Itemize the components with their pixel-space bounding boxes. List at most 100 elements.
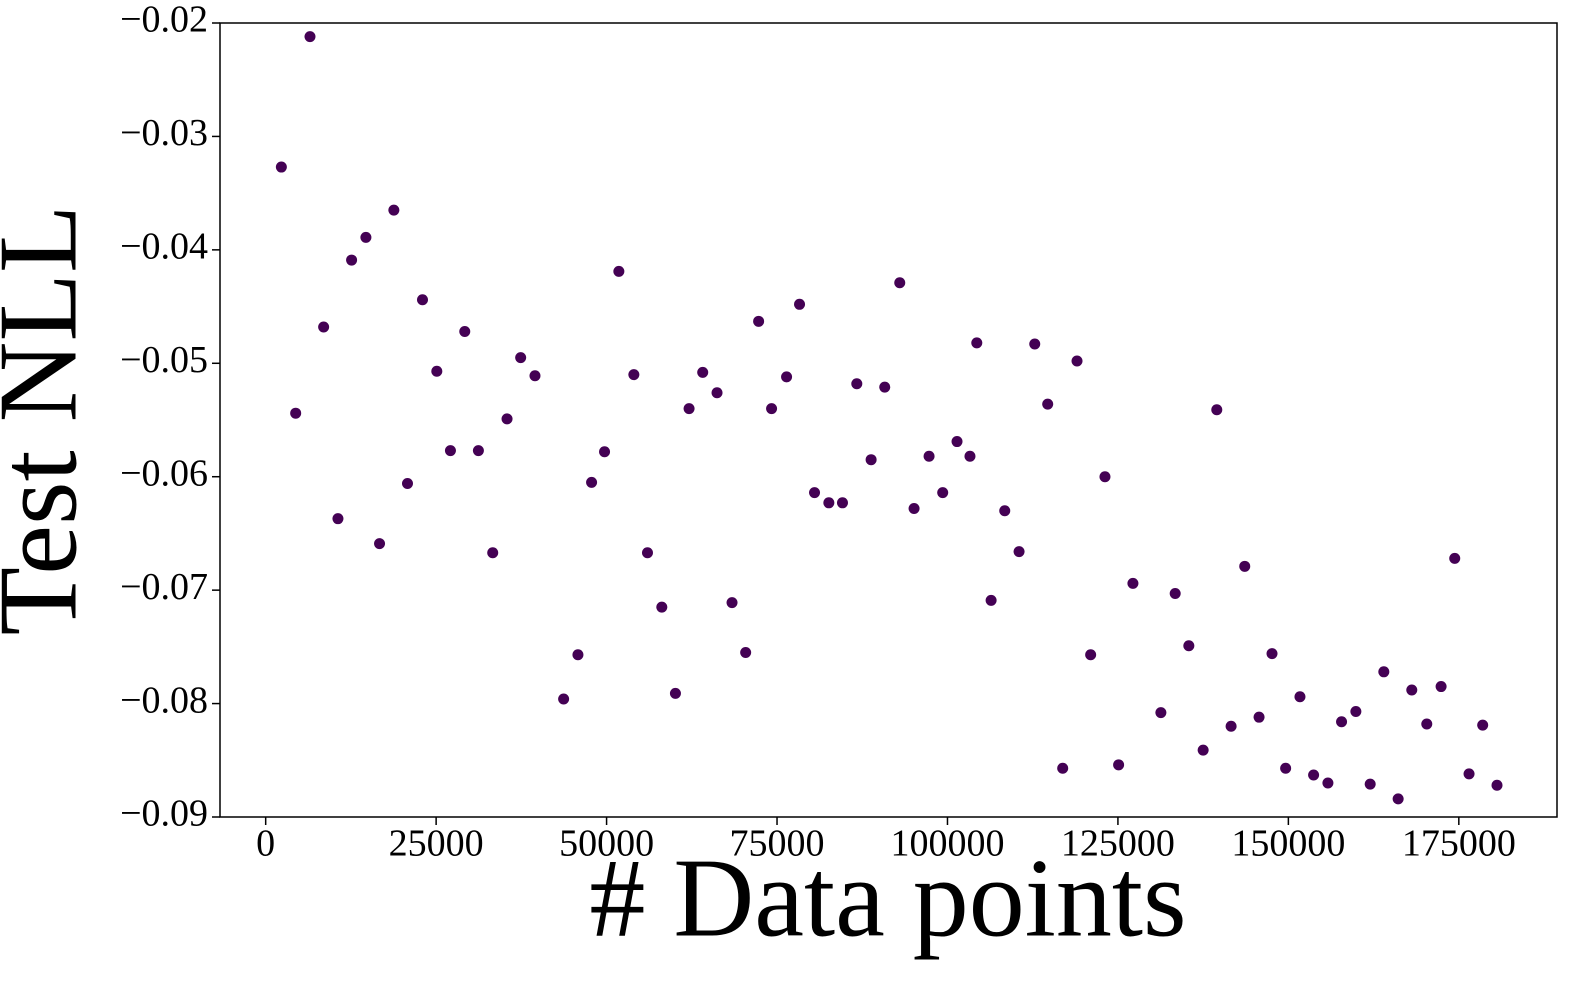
point bbox=[401, 478, 413, 490]
point bbox=[1322, 777, 1334, 789]
y-tick-label: −0.07 bbox=[120, 566, 208, 608]
point bbox=[1239, 560, 1251, 572]
x-tick-label: 150000 bbox=[1231, 823, 1345, 865]
point bbox=[999, 505, 1011, 517]
x-tick-label: 25000 bbox=[389, 823, 484, 865]
point bbox=[711, 387, 723, 399]
point bbox=[1197, 744, 1209, 756]
point bbox=[697, 366, 709, 378]
point bbox=[1127, 577, 1139, 589]
point bbox=[628, 369, 640, 381]
x-tick-label: 175000 bbox=[1402, 823, 1516, 865]
point bbox=[851, 378, 863, 390]
point bbox=[416, 294, 428, 306]
point bbox=[1336, 716, 1348, 728]
point bbox=[444, 445, 456, 457]
point bbox=[1294, 691, 1306, 703]
x-tick-label: 75000 bbox=[730, 823, 825, 865]
point bbox=[1071, 355, 1083, 367]
point bbox=[908, 502, 920, 514]
point bbox=[894, 277, 906, 289]
y-tick-label: −0.02 bbox=[120, 0, 208, 41]
point bbox=[726, 597, 738, 609]
point bbox=[836, 497, 848, 509]
point bbox=[1308, 769, 1320, 781]
point bbox=[1406, 684, 1418, 696]
point bbox=[985, 594, 997, 606]
point bbox=[1057, 762, 1069, 774]
point bbox=[515, 352, 527, 364]
point bbox=[669, 687, 681, 699]
x-tick-label: 50000 bbox=[559, 823, 654, 865]
point bbox=[823, 497, 835, 509]
point bbox=[809, 487, 821, 499]
point bbox=[1253, 711, 1265, 723]
x-tick-label: 0 bbox=[256, 823, 275, 865]
x-tick-label: 125000 bbox=[1061, 823, 1175, 865]
point bbox=[572, 649, 584, 661]
plot-frame bbox=[219, 22, 1558, 818]
point bbox=[1085, 649, 1097, 661]
point bbox=[459, 326, 471, 338]
point bbox=[1266, 648, 1278, 660]
point bbox=[275, 161, 287, 173]
point bbox=[1350, 706, 1362, 718]
point bbox=[1183, 640, 1195, 652]
point bbox=[641, 547, 653, 559]
point bbox=[753, 315, 765, 327]
y-tick-label: −0.09 bbox=[120, 793, 208, 835]
x-axis-label: # Data points bbox=[589, 837, 1186, 961]
point bbox=[332, 513, 344, 525]
point bbox=[740, 647, 752, 659]
point bbox=[964, 450, 976, 462]
y-tick-label: −0.03 bbox=[120, 112, 208, 154]
point bbox=[781, 371, 793, 383]
point bbox=[683, 403, 695, 415]
point bbox=[1463, 768, 1475, 780]
point bbox=[431, 365, 443, 377]
point bbox=[1169, 588, 1181, 600]
point bbox=[1211, 404, 1223, 416]
y-tick-label: −0.04 bbox=[120, 226, 208, 268]
point bbox=[318, 321, 330, 333]
y-axis-label: Test NLL bbox=[0, 205, 101, 636]
point bbox=[558, 693, 570, 705]
point bbox=[937, 487, 949, 499]
point bbox=[1435, 681, 1447, 693]
point bbox=[1280, 762, 1292, 774]
y-tick-label: −0.05 bbox=[120, 339, 208, 381]
point bbox=[586, 476, 598, 488]
point bbox=[1392, 793, 1404, 805]
point bbox=[1029, 338, 1041, 350]
point bbox=[794, 298, 806, 310]
point bbox=[1378, 666, 1390, 678]
point bbox=[1013, 546, 1025, 558]
point bbox=[766, 403, 778, 415]
point bbox=[1491, 779, 1503, 791]
y-tick-label: −0.08 bbox=[120, 679, 208, 721]
point bbox=[1042, 398, 1054, 410]
point bbox=[1113, 759, 1125, 771]
point bbox=[1364, 778, 1376, 790]
point bbox=[951, 436, 963, 448]
point bbox=[1449, 552, 1461, 564]
point bbox=[613, 265, 625, 277]
point bbox=[656, 601, 668, 613]
point bbox=[865, 454, 877, 466]
point bbox=[1155, 707, 1167, 719]
point bbox=[1099, 471, 1111, 483]
point bbox=[923, 450, 935, 462]
point bbox=[1477, 719, 1489, 731]
y-tick-label: −0.06 bbox=[120, 452, 208, 494]
point bbox=[388, 204, 400, 216]
point bbox=[360, 231, 372, 243]
x-tick-label: 100000 bbox=[890, 823, 1004, 865]
point bbox=[879, 381, 891, 393]
point bbox=[599, 446, 611, 458]
point bbox=[374, 538, 386, 550]
point bbox=[1421, 718, 1433, 730]
point bbox=[1225, 720, 1237, 732]
point bbox=[487, 547, 499, 559]
point bbox=[304, 31, 316, 43]
